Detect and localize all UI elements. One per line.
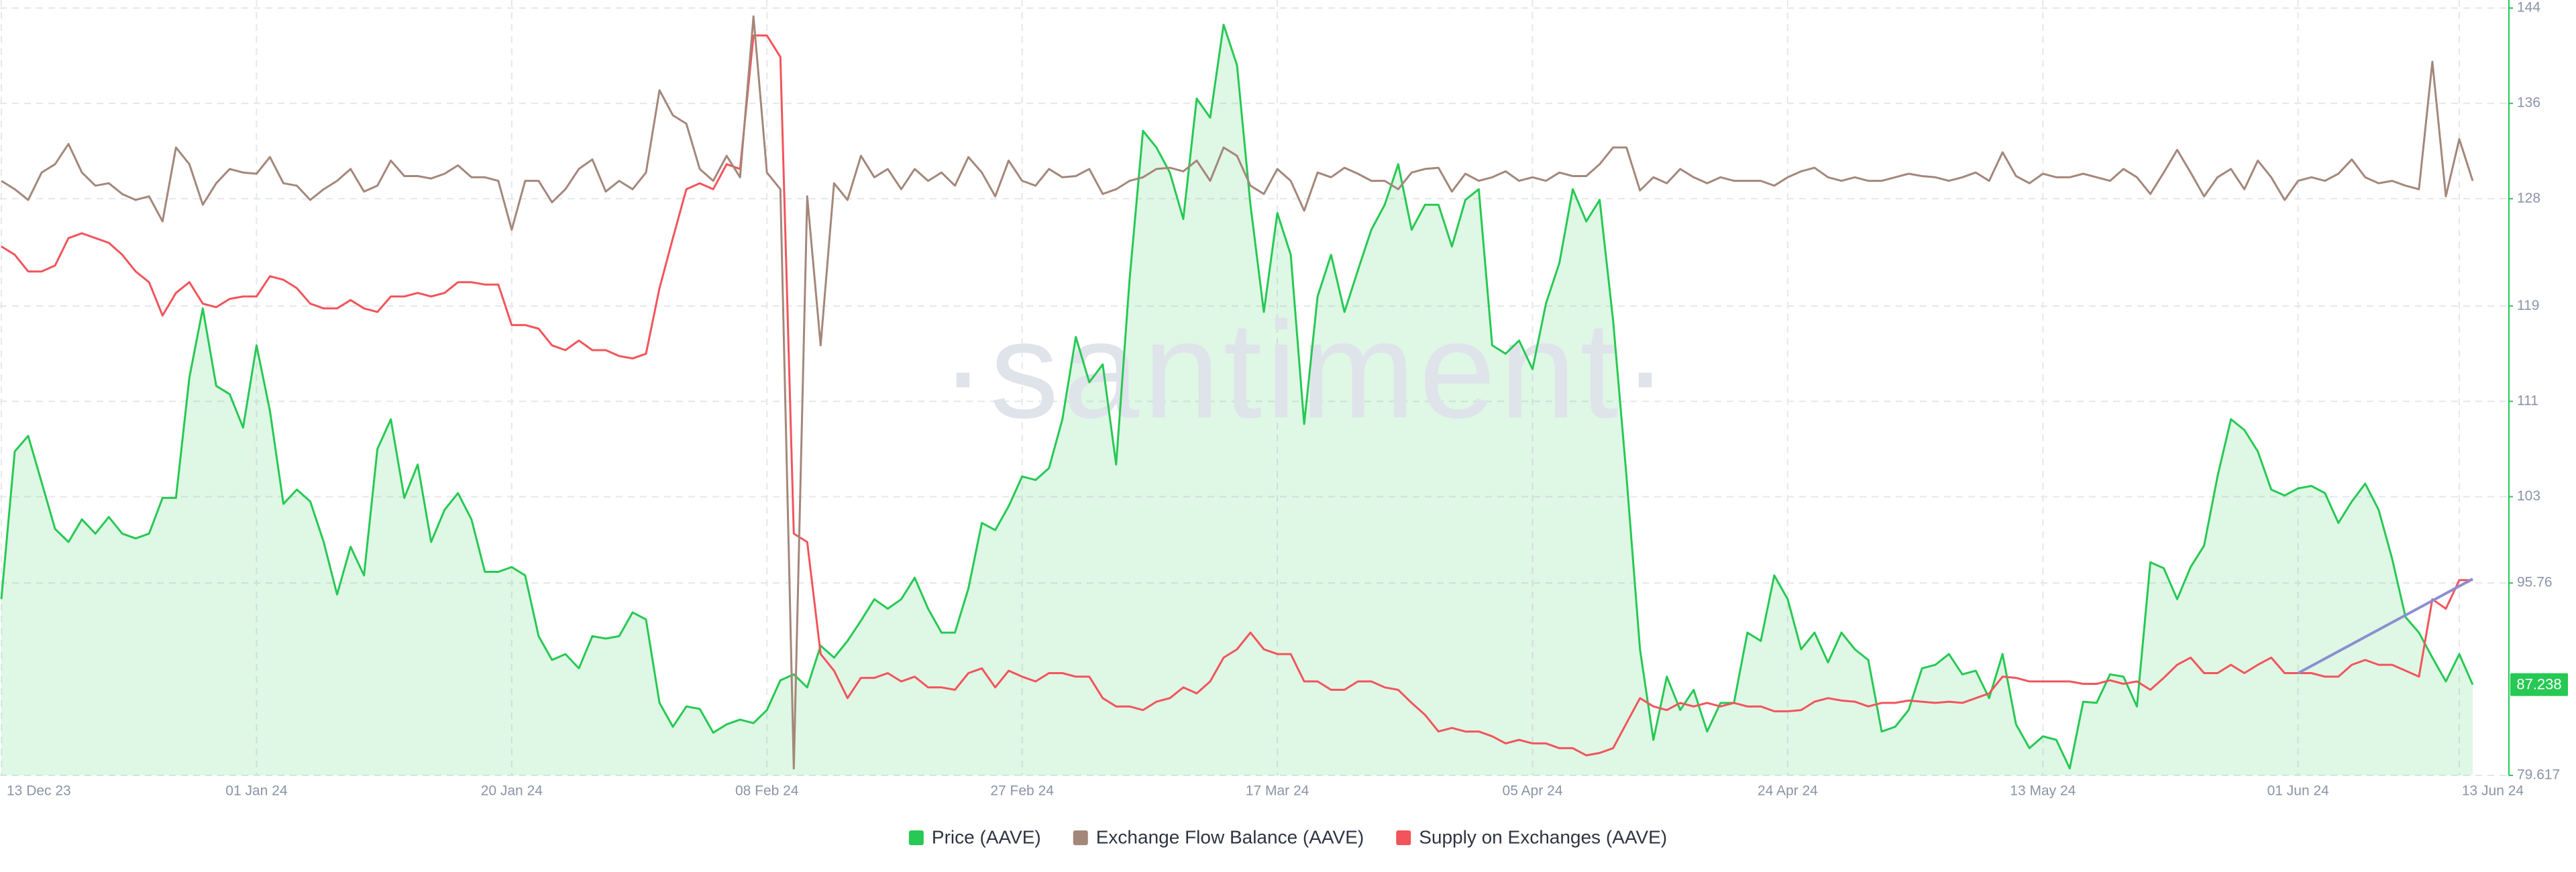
y-tick-label: 79.617: [2517, 767, 2560, 783]
trend-line: [2297, 578, 2473, 675]
line: [0, 23, 2474, 770]
legend-swatch: [1073, 830, 1088, 845]
y-tick-label: 103: [2517, 488, 2540, 504]
x-tick-label: 27 Feb 24: [990, 783, 1054, 799]
x-tick-label: 24 Apr 24: [1758, 783, 1818, 799]
legend-swatch: [1396, 830, 1411, 845]
y-tick-label: 111: [2517, 393, 2538, 408]
x-tick-label: 13 Jun 24: [2462, 783, 2524, 799]
y-tick-label: 136: [2517, 95, 2540, 111]
x-tick-label: 01 Jun 24: [2267, 783, 2330, 799]
x-tick-label: 05 Apr 24: [1503, 783, 1563, 799]
legend-swatch: [908, 830, 924, 845]
x-tick-label: 08 Feb 24: [735, 783, 799, 799]
x-tick-label: 17 Mar 24: [1246, 783, 1309, 799]
legend-label: Supply on Exchanges (AAVE): [1419, 826, 1667, 847]
x-tick-label: 20 Jan 24: [481, 783, 543, 799]
y-tick-label: 119: [2517, 298, 2539, 313]
area: [1, 24, 2473, 775]
legend-label: Exchange Flow Balance (AAVE): [1096, 826, 1364, 847]
value-badge-label: 87.238: [2516, 675, 2561, 692]
y-tick-label: 95.76: [2517, 575, 2553, 590]
line: [1, 34, 2473, 757]
watermark: ·santiment·: [940, 293, 1672, 447]
y-tick-label: 144: [2517, 0, 2540, 15]
line: [1, 15, 2474, 770]
legend-label: Price (AAVE): [932, 826, 1041, 847]
x-tick-label: 01 Jan 24: [225, 783, 288, 799]
x-tick-label: 13 Dec 23: [7, 783, 71, 799]
value-badge: [2510, 673, 2568, 696]
y-tick-label: 128: [2517, 190, 2540, 206]
x-tick-label: 13 May 24: [2010, 783, 2076, 799]
